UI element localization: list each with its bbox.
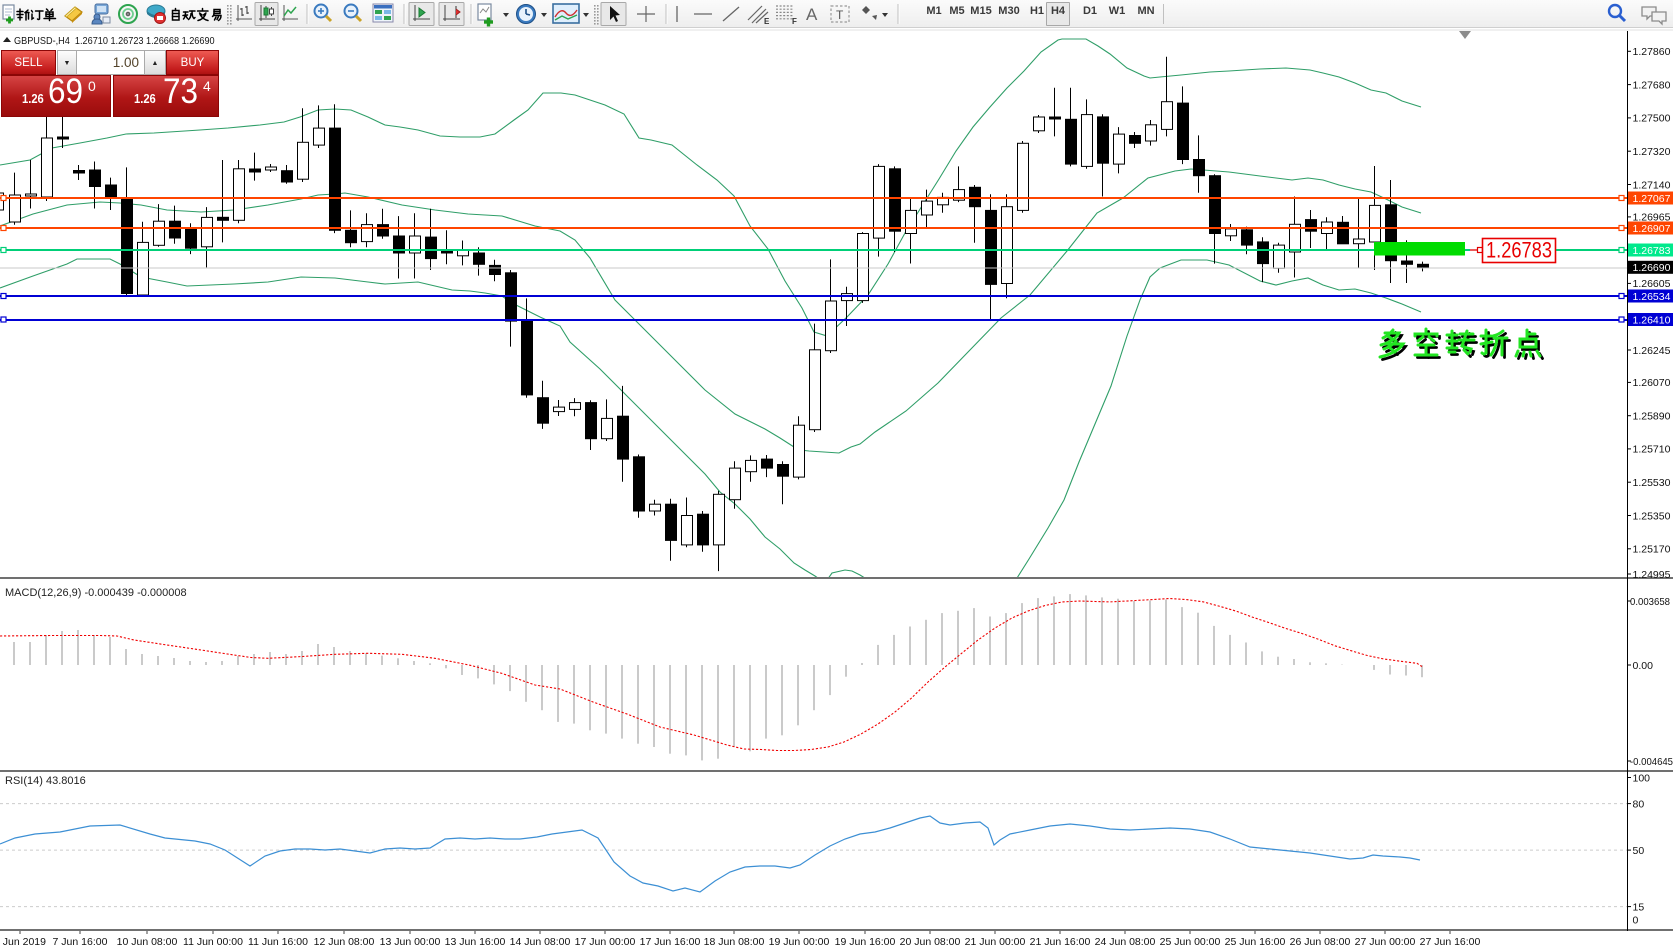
svg-text:1.27067: 1.27067 bbox=[1633, 193, 1671, 205]
svg-text:100: 100 bbox=[1633, 772, 1651, 784]
svg-text:20 Jun 08:00: 20 Jun 08:00 bbox=[900, 936, 961, 948]
svg-text:E: E bbox=[764, 17, 770, 26]
svg-text:0: 0 bbox=[1633, 914, 1639, 926]
svg-text:19 Jun 00:00: 19 Jun 00:00 bbox=[769, 936, 830, 948]
svg-text:1.26783: 1.26783 bbox=[1486, 238, 1552, 263]
svg-text:1.26690: 1.26690 bbox=[1633, 262, 1671, 274]
svg-text:1.26965: 1.26965 bbox=[1633, 212, 1671, 224]
svg-text:50: 50 bbox=[1633, 845, 1645, 857]
svg-text:1.27500: 1.27500 bbox=[1633, 113, 1671, 125]
svg-text:11 Jun 00:00: 11 Jun 00:00 bbox=[183, 936, 243, 948]
svg-text:80: 80 bbox=[1633, 798, 1645, 810]
svg-text:10 Jun 08:00: 10 Jun 08:00 bbox=[117, 936, 178, 948]
svg-text:-0.004645: -0.004645 bbox=[1630, 756, 1673, 768]
svg-text:1.26534: 1.26534 bbox=[1633, 291, 1671, 303]
svg-text:T: T bbox=[836, 8, 844, 22]
svg-text:1.27680: 1.27680 bbox=[1633, 79, 1671, 91]
svg-text:MACD(12,26,9) -0.000439 -0.000: MACD(12,26,9) -0.000439 -0.000008 bbox=[5, 587, 187, 599]
svg-text:1.25890: 1.25890 bbox=[1633, 411, 1671, 423]
svg-text:21 Jun 16:00: 21 Jun 16:00 bbox=[1030, 936, 1091, 948]
svg-text:1.26605: 1.26605 bbox=[1633, 278, 1671, 290]
svg-text:1.25170: 1.25170 bbox=[1633, 544, 1671, 556]
svg-text:25 Jun 16:00: 25 Jun 16:00 bbox=[1225, 936, 1286, 948]
svg-text:21 Jun 00:00: 21 Jun 00:00 bbox=[965, 936, 1026, 948]
svg-text:26 Jun 08:00: 26 Jun 08:00 bbox=[1290, 936, 1351, 948]
svg-text:1.27140: 1.27140 bbox=[1633, 179, 1671, 191]
svg-text:7 Jun 2019: 7 Jun 2019 bbox=[0, 936, 46, 948]
svg-text:17 Jun 16:00: 17 Jun 16:00 bbox=[640, 936, 701, 948]
svg-text:27 Jun 00:00: 27 Jun 00:00 bbox=[1355, 936, 1416, 948]
svg-text:25 Jun 00:00: 25 Jun 00:00 bbox=[1160, 936, 1221, 948]
svg-text:A: A bbox=[806, 5, 818, 24]
svg-text:1.26907: 1.26907 bbox=[1633, 223, 1671, 235]
svg-text:1.26783: 1.26783 bbox=[1633, 245, 1671, 257]
svg-text:19 Jun 16:00: 19 Jun 16:00 bbox=[835, 936, 896, 948]
svg-text:1.26245: 1.26245 bbox=[1633, 345, 1671, 357]
svg-text:15: 15 bbox=[1633, 901, 1645, 913]
svg-text:1.25350: 1.25350 bbox=[1633, 510, 1671, 522]
svg-text:1.25710: 1.25710 bbox=[1633, 444, 1671, 456]
svg-text:RSI(14) 43.8016: RSI(14) 43.8016 bbox=[5, 775, 86, 787]
svg-text:13 Jun 00:00: 13 Jun 00:00 bbox=[380, 936, 441, 948]
svg-text:1.25530: 1.25530 bbox=[1633, 477, 1671, 489]
svg-text:18 Jun 08:00: 18 Jun 08:00 bbox=[704, 936, 765, 948]
svg-text:12 Jun 08:00: 12 Jun 08:00 bbox=[314, 936, 375, 948]
svg-text:7 Jun 16:00: 7 Jun 16:00 bbox=[53, 936, 108, 948]
svg-text:0.00: 0.00 bbox=[1633, 660, 1654, 672]
svg-text:13 Jun 16:00: 13 Jun 16:00 bbox=[445, 936, 506, 948]
svg-text:1.27320: 1.27320 bbox=[1633, 146, 1671, 158]
svg-text:1.26410: 1.26410 bbox=[1633, 314, 1671, 326]
svg-text:14 Jun 08:00: 14 Jun 08:00 bbox=[510, 936, 571, 948]
svg-text:24 Jun 08:00: 24 Jun 08:00 bbox=[1095, 936, 1156, 948]
svg-text:F: F bbox=[792, 17, 797, 26]
svg-text:17 Jun 00:00: 17 Jun 00:00 bbox=[575, 936, 636, 948]
svg-text:1.26070: 1.26070 bbox=[1633, 377, 1671, 389]
svg-text:0.003658: 0.003658 bbox=[1630, 596, 1670, 608]
svg-text:27 Jun 16:00: 27 Jun 16:00 bbox=[1420, 936, 1481, 948]
svg-text:1.27860: 1.27860 bbox=[1633, 46, 1671, 58]
svg-text:1.24995: 1.24995 bbox=[1633, 569, 1671, 581]
svg-text:11 Jun 16:00: 11 Jun 16:00 bbox=[248, 936, 308, 948]
